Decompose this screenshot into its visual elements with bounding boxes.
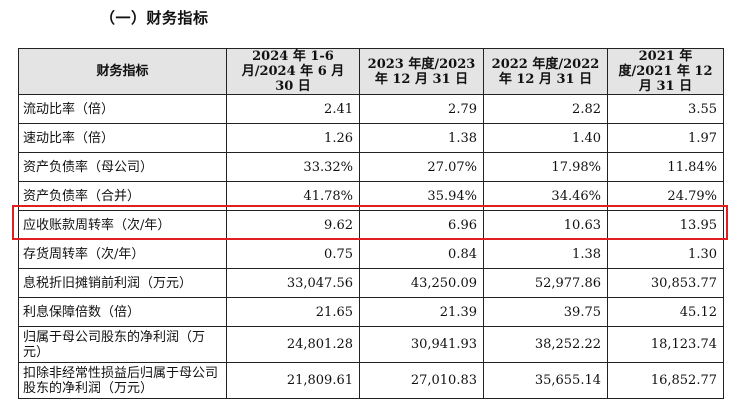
cell-value: 2.79 — [359, 94, 484, 124]
cell-value: 35.94% — [359, 181, 484, 211]
row-label: 流动比率（倍） — [18, 94, 227, 124]
cell-value: 1.38 — [483, 239, 608, 269]
cell-value: 24,801.28 — [226, 326, 360, 363]
table-row: 扣除非经常性损益后归属于母公司股东的净利润（万元） 21,809.61 27,0… — [18, 362, 724, 399]
cell-value: 21.39 — [359, 297, 484, 327]
cell-value: 1.40 — [483, 123, 608, 153]
cell-value: 3.55 — [607, 94, 724, 124]
cell-value: 43,250.09 — [359, 268, 484, 298]
cell-value: 1.38 — [359, 123, 484, 153]
row-label: 扣除非经常性损益后归属于母公司股东的净利润（万元） — [18, 362, 227, 399]
table-row: 归属于母公司股东的净利润（万元） 24,801.28 30,941.93 38,… — [18, 326, 724, 363]
row-label: 存货周转率（次/年） — [18, 239, 227, 269]
cell-value: 9.62 — [226, 210, 360, 240]
cell-value: 38,252.22 — [483, 326, 608, 363]
cell-value: 30,941.93 — [359, 326, 484, 363]
row-label: 利息保障倍数（倍） — [18, 297, 227, 327]
row-label: 归属于母公司股东的净利润（万元） — [18, 326, 227, 363]
cell-value: 39.75 — [483, 297, 608, 327]
row-label: 应收账款周转率（次/年） — [18, 210, 227, 240]
table-row: 资产负债率（合并） 41.78% 35.94% 34.46% 24.79% — [18, 181, 724, 211]
header-2024h1: 2024 年 1-6 月/2024 年 6 月 30 日 — [226, 48, 360, 95]
table-row: 息税折旧摊销前利润（万元） 33,047.56 43,250.09 52,977… — [18, 268, 724, 298]
cell-value: 17.98% — [483, 152, 608, 182]
section-heading: （一）财务指标 — [100, 9, 209, 27]
cell-value: 1.26 — [226, 123, 360, 153]
cell-value: 33,047.56 — [226, 268, 360, 298]
table-row: 流动比率（倍） 2.41 2.79 2.82 3.55 — [18, 94, 724, 124]
header-indicator: 财务指标 — [18, 48, 227, 95]
cell-value: 2.41 — [226, 94, 360, 124]
cell-value: 11.84% — [607, 152, 724, 182]
cell-value: 21.65 — [226, 297, 360, 327]
cell-value: 41.78% — [226, 181, 360, 211]
cell-value: 33.32% — [226, 152, 360, 182]
cell-value: 1.30 — [607, 239, 724, 269]
header-2021: 2021 年度/2021 年 12 月 31 日 — [607, 48, 724, 95]
row-label: 速动比率（倍） — [18, 123, 227, 153]
cell-value: 1.97 — [607, 123, 724, 153]
cell-value: 34.46% — [483, 181, 608, 211]
cell-value: 24.79% — [607, 181, 724, 211]
cell-value: 30,853.77 — [607, 268, 724, 298]
table-row: 利息保障倍数（倍） 21.65 21.39 39.75 45.12 — [18, 297, 724, 327]
table-row: 存货周转率（次/年） 0.75 0.84 1.38 1.30 — [18, 239, 724, 269]
row-label: 资产负债率（母公司） — [18, 152, 227, 182]
cell-value: 27.07% — [359, 152, 484, 182]
financial-indicators-table: 财务指标 2024 年 1-6 月/2024 年 6 月 30 日 2023 年… — [18, 48, 724, 399]
cell-value: 16,852.77 — [607, 362, 724, 399]
table-header-row: 财务指标 2024 年 1-6 月/2024 年 6 月 30 日 2023 年… — [18, 48, 724, 95]
cell-value: 27,010.83 — [359, 362, 484, 399]
cell-value: 0.75 — [226, 239, 360, 269]
cell-value: 2.82 — [483, 94, 608, 124]
cell-value: 21,809.61 — [226, 362, 360, 399]
header-2023: 2023 年度/2023 年 12 月 31 日 — [359, 48, 484, 95]
cell-value: 0.84 — [359, 239, 484, 269]
cell-value: 13.95 — [607, 210, 724, 240]
cell-value: 18,123.74 — [607, 326, 724, 363]
cell-value: 45.12 — [607, 297, 724, 327]
cell-value: 6.96 — [359, 210, 484, 240]
table-row: 资产负债率（母公司） 33.32% 27.07% 17.98% 11.84% — [18, 152, 724, 182]
cell-value: 35,655.14 — [483, 362, 608, 399]
table-row-highlighted: 应收账款周转率（次/年） 9.62 6.96 10.63 13.95 — [18, 210, 724, 240]
row-label: 息税折旧摊销前利润（万元） — [18, 268, 227, 298]
header-2022: 2022 年度/2022 年 12 月 31 日 — [483, 48, 608, 95]
table-row: 速动比率（倍） 1.26 1.38 1.40 1.97 — [18, 123, 724, 153]
row-label: 资产负债率（合并） — [18, 181, 227, 211]
cell-value: 10.63 — [483, 210, 608, 240]
cell-value: 52,977.86 — [483, 268, 608, 298]
